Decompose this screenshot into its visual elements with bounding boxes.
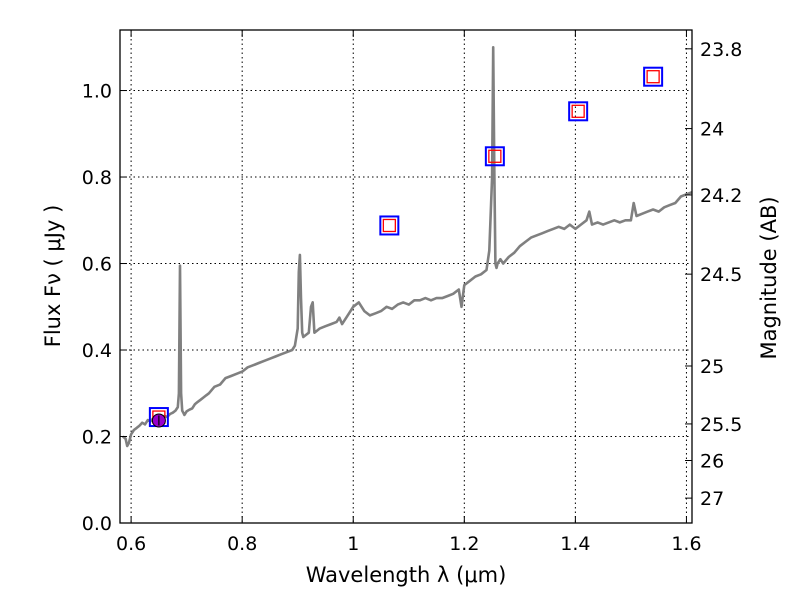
y-axis-right-title: Magnitude (AB)	[757, 196, 781, 359]
photometry-square-red	[646, 70, 660, 84]
x-tick-label: 1	[347, 533, 359, 555]
mag-tick-label: 24.2	[700, 185, 742, 207]
x-tick-label: 0.6	[116, 533, 146, 555]
y-tick-label: 0.4	[82, 340, 112, 362]
photometry-square-red	[488, 149, 502, 163]
y-tick-label: 0.8	[82, 167, 112, 189]
y-axis-title: Flux Fν ( μJy )	[41, 205, 65, 348]
spectrum-line	[121, 45, 693, 448]
x-tick-label: 1.4	[560, 533, 590, 555]
plot-series	[121, 45, 693, 448]
mag-tick-label: 23.8	[700, 39, 742, 61]
x-axis: 0.6 0.8 1 1.2 1.4 1.6	[116, 30, 702, 555]
x-axis-title: Wavelength λ (μm)	[306, 563, 507, 587]
mag-tick-label: 25	[700, 356, 724, 378]
x-tick-label: 1.6	[671, 533, 701, 555]
x-tick-label: 1.2	[449, 533, 479, 555]
mag-tick-label: 26	[700, 450, 724, 472]
photometry-square-blue	[568, 101, 589, 122]
photometry-square-blue	[379, 215, 400, 236]
y-tick-label: 0.0	[82, 513, 112, 535]
y-axis-left: 0.0 0.2 0.4 0.6 0.8 1.0	[82, 81, 127, 535]
y-axis-right: 23.8 24 24.2 24.5 25 25.5 26 27	[685, 39, 742, 510]
y-tick-label: 0.6	[82, 254, 112, 276]
mag-tick-label: 25.5	[700, 414, 742, 436]
mag-tick-label: 24	[700, 119, 724, 141]
y-tick-label: 1.0	[82, 81, 112, 103]
photometry-square-red	[571, 104, 585, 118]
y-tick-label: 0.2	[82, 427, 112, 449]
mag-tick-label: 27	[700, 488, 724, 510]
plot-frame	[119, 29, 693, 524]
photometry-square-blue	[484, 146, 505, 167]
grid	[120, 30, 692, 523]
mag-tick-label: 24.5	[700, 264, 742, 286]
photometry-square-red	[382, 218, 396, 233]
x-tick-label: 0.8	[227, 533, 257, 555]
photometry-square-blue	[643, 66, 664, 87]
